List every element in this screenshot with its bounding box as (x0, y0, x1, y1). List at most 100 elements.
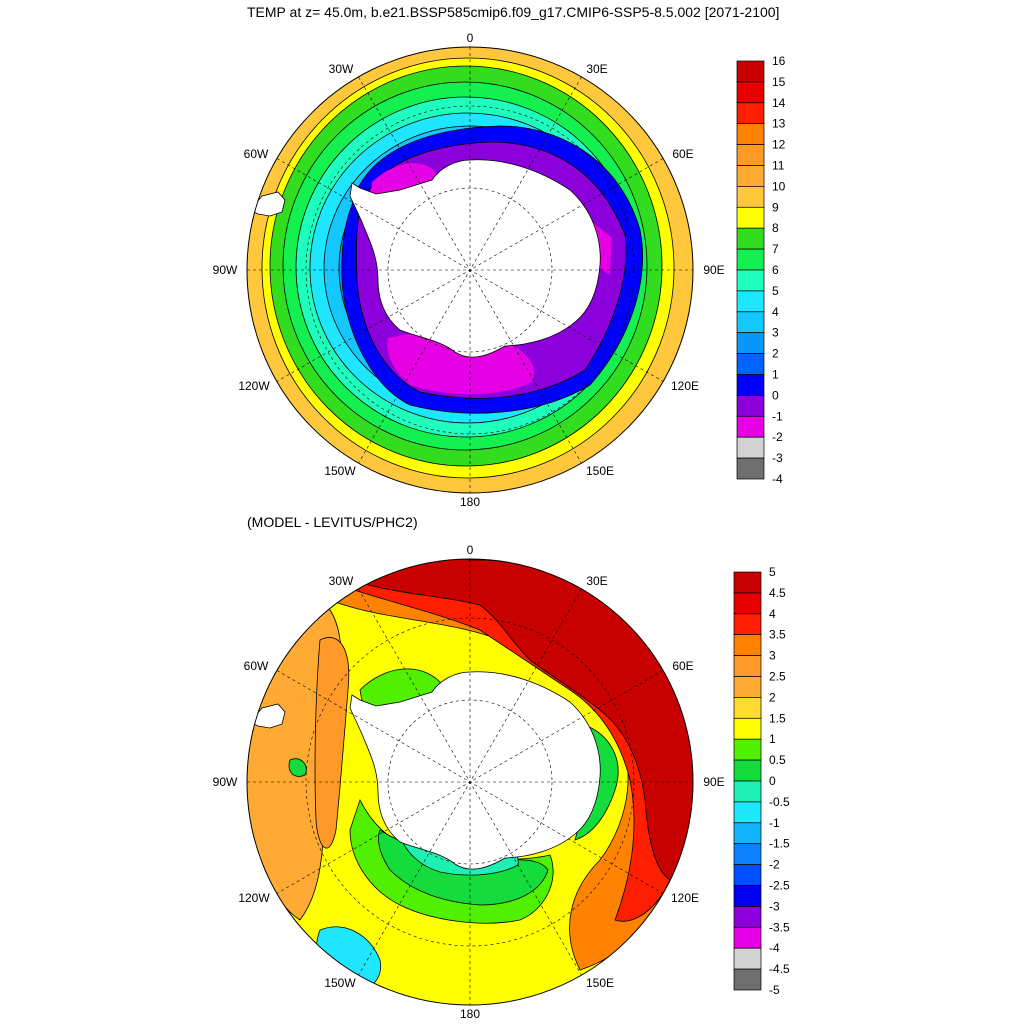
svg-text:180: 180 (460, 1007, 480, 1021)
svg-text:150E: 150E (586, 976, 614, 990)
colorbar-tick-label: -4 (772, 472, 783, 486)
svg-text:30W: 30W (329, 62, 354, 76)
colorbar-tick-label: 3 (769, 649, 776, 663)
colorbar-tick-label: 6 (772, 263, 779, 277)
svg-text:120W: 120W (238, 379, 270, 393)
colorbar-tick-label: -5 (769, 983, 780, 997)
colorbar-tick-label: 1 (769, 732, 776, 746)
colorbar-tick-label: 4 (769, 607, 776, 621)
colorbar-swatch (733, 717, 762, 740)
colorbar-tick-label: 5 (769, 565, 776, 579)
colorbar-tick-label: -0.5 (769, 795, 790, 809)
colorbar-swatch (736, 332, 765, 354)
svg-text:30W: 30W (329, 574, 354, 588)
svg-text:180: 180 (460, 495, 480, 509)
colorbar-tick-label: -1 (772, 409, 783, 423)
colorbar-tick-label: 1.5 (769, 711, 786, 725)
colorbar-swatch (736, 206, 765, 229)
colorbar-tick-label: 4.5 (769, 586, 786, 600)
colorbar-tick-label: 0 (769, 774, 776, 788)
colorbar-swatch (733, 697, 762, 719)
colorbar-swatch (733, 843, 762, 865)
south-america-tip (249, 191, 286, 217)
svg-text:120E: 120E (671, 891, 699, 905)
colorbar-swatch (736, 436, 765, 459)
map-border-bottom (246, 558, 694, 1006)
colorbar-swatch (736, 395, 765, 417)
colorbar-tick-label: -3 (769, 899, 780, 913)
colorbar-swatch (733, 738, 762, 761)
map-title: TEMP at z= 45.0m, b.e21.BSSP585cmip6.f09… (247, 4, 780, 20)
colorbar-tick-label: 12 (772, 138, 786, 152)
colorbar-tick-label: 2.5 (769, 670, 786, 684)
svg-text:30E: 30E (586, 574, 607, 588)
svg-text:150W: 150W (324, 464, 356, 478)
svg-text:60W: 60W (244, 659, 269, 673)
svg-text:90W: 90W (213, 775, 238, 789)
colorbar-swatch (733, 655, 762, 677)
colorbar-tick-label: -4 (769, 941, 780, 955)
colorbar-swatch (736, 165, 765, 187)
colorbar-swatch (736, 186, 765, 208)
colorbar-swatch (733, 613, 762, 636)
colorbar-swatch (733, 968, 762, 991)
colorbar-swatch (736, 353, 765, 375)
colorbar-swatch (733, 571, 762, 594)
colorbar-tick-label: -1 (769, 816, 780, 830)
graticule-bottom (247, 559, 693, 1005)
colorbar-tick-label: 4 (772, 305, 779, 319)
colorbar-tick-label: -4.5 (769, 962, 790, 976)
colorbar-swatch (736, 311, 765, 334)
colorbar-tick-label: 1 (772, 368, 779, 382)
diff-warm-darkorange-west (314, 637, 350, 849)
svg-text:150E: 150E (586, 464, 614, 478)
colorbar-swatch (733, 822, 762, 845)
colorbar-tick-label: -2.5 (769, 879, 790, 893)
colorbar-swatch (736, 374, 765, 396)
svg-text:90E: 90E (703, 775, 724, 789)
graticule-top (247, 47, 693, 493)
svg-text:0: 0 (467, 543, 474, 557)
colorbar-swatch (736, 123, 765, 145)
colorbar-swatch (736, 269, 765, 292)
colorbar-swatch (733, 885, 762, 907)
map-border-top (246, 46, 694, 494)
colorbar-swatch (736, 415, 765, 438)
colorbar-swatch (733, 801, 762, 824)
colorbar-tick-label: -2 (772, 430, 783, 444)
svg-text:120E: 120E (671, 379, 699, 393)
colorbar-tick-label: 2 (769, 690, 776, 704)
colorbar-tick-label: 13 (772, 117, 786, 131)
colorbar-tick-label: 14 (772, 96, 786, 110)
colorbar-swatch (736, 248, 765, 271)
colorbar-tick-label: -3 (772, 451, 783, 465)
colorbar-tick-label: 8 (772, 221, 779, 235)
colorbar-tick-label: 9 (772, 200, 779, 214)
colorbar-swatch (733, 759, 762, 782)
longitude-labels-bottom: 0 30E 60E 90E 120E 150E 180 150W 120W 90… (213, 543, 725, 1021)
colorbar-swatch (736, 227, 765, 250)
svg-text:120W: 120W (238, 891, 270, 905)
colorbar-tick-label: 11 (772, 159, 785, 173)
difference-map-title: (MODEL - LEVITUS/PHC2) (247, 514, 418, 530)
temperature-polar-map (246, 46, 694, 494)
colorbar-swatch (733, 592, 762, 615)
diff-cool-green-southwest (288, 758, 307, 777)
colorbar-tick-label: 15 (772, 75, 786, 89)
colorbar-swatch (736, 144, 765, 166)
longitude-labels-top: 0 30E 60E 90E 120E 150E 180 150W 120W 90… (213, 31, 725, 509)
antarctica-landmass (349, 159, 601, 358)
colorbar-swatch (736, 457, 765, 480)
colorbar-tick-label: 7 (772, 242, 779, 256)
antarctica-landmass-diff (349, 671, 601, 870)
colorbar-swatch (733, 926, 762, 949)
colorbar-tick-label: -1.5 (769, 837, 790, 851)
svg-text:60E: 60E (672, 147, 693, 161)
colorbar-tick-label: 16 (772, 54, 786, 68)
temperature-difference-polar-map (246, 558, 694, 1006)
colorbar-tick-label: 0 (772, 388, 779, 402)
colorbar-swatch (736, 60, 765, 83)
colorbar-tick-label: 10 (772, 179, 786, 193)
